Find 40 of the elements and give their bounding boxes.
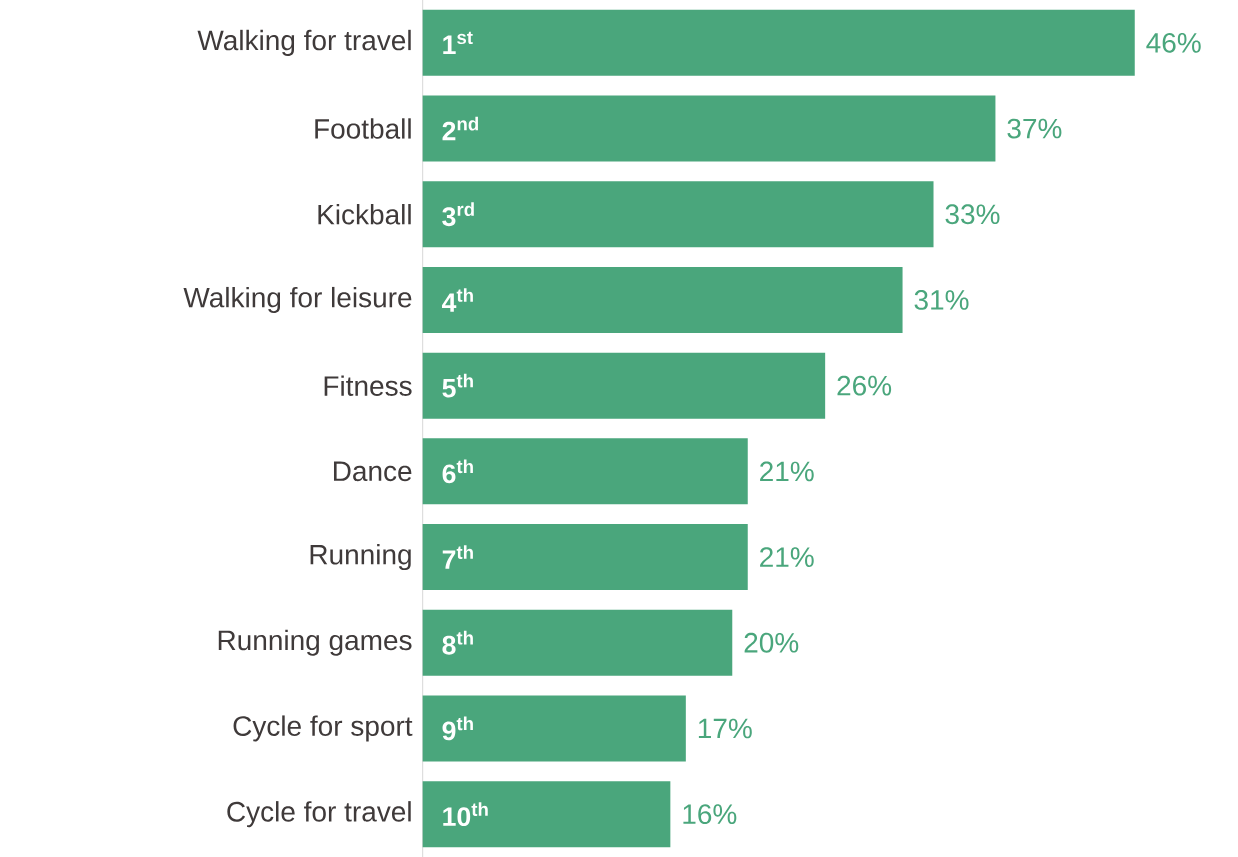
y-tick-label: Walking for leisure xyxy=(183,286,412,314)
annotation: 4$^{th}$ xyxy=(442,288,473,312)
annotation: 9$^{th}$ xyxy=(442,716,473,741)
data-label: 33% xyxy=(945,204,1000,225)
annotation: 3$^{rd}$ xyxy=(442,202,474,227)
annotation: 7$^{th}$ xyxy=(442,545,473,569)
y-tick-label: Fitness xyxy=(324,375,412,396)
data-label: 21% xyxy=(760,461,814,482)
annotation: 1$^{st}$ xyxy=(443,31,473,54)
data-label: 21% xyxy=(760,547,814,567)
annotation: 5$^{th}$ xyxy=(442,373,473,398)
bar xyxy=(422,181,934,248)
annotation: 10$^{th}$ xyxy=(443,802,488,827)
bar xyxy=(422,95,996,162)
y-tick-label: Walking for travel xyxy=(197,29,411,56)
data-label: 17% xyxy=(698,718,752,739)
bar xyxy=(422,781,671,848)
data-label: 26% xyxy=(837,375,892,396)
annotation: 6$^{th}$ xyxy=(442,459,473,484)
y-tick-label: Dance xyxy=(333,461,412,482)
bar xyxy=(422,266,903,333)
y-tick-label: Cycle for sport xyxy=(233,715,413,742)
bar xyxy=(422,609,733,676)
data-label: 16% xyxy=(683,804,737,825)
bar xyxy=(422,9,1135,76)
annotation: 2$^{nd}$ xyxy=(442,116,479,141)
data-label: 20% xyxy=(744,632,799,653)
data-label: 31% xyxy=(914,290,969,310)
bar xyxy=(422,438,748,505)
annotation: 8$^{th}$ xyxy=(442,630,473,655)
y-tick-label: Running xyxy=(310,544,411,571)
data-label: 37% xyxy=(1007,118,1062,139)
y-tick-label: Cycle for travel xyxy=(227,801,411,828)
bar xyxy=(422,524,748,591)
y-tick-label: Running games xyxy=(218,629,412,656)
y-tick-label: Kickball xyxy=(318,203,411,225)
data-label: 46% xyxy=(1146,32,1201,53)
bar xyxy=(422,695,686,762)
y-tick-label: Football xyxy=(315,118,411,139)
bar xyxy=(422,352,826,419)
